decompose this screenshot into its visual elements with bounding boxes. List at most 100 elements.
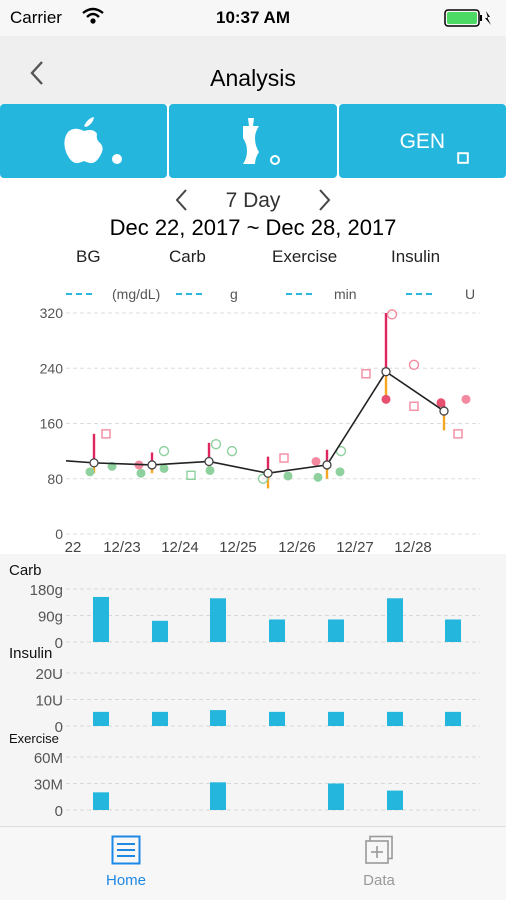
category-tabs: GEN	[0, 104, 506, 178]
bar	[152, 620, 168, 642]
daily-summary-charts: Carb Insulin Exercise 0 90g 180g 0 10U 20U 0 30…	[0, 554, 506, 826]
bg-average-point	[263, 468, 273, 478]
tab-general-label: GEN	[399, 130, 446, 153]
reading-marker	[136, 468, 146, 478]
page-title: Analysis	[210, 65, 296, 91]
list-icon	[111, 835, 141, 865]
bar	[269, 711, 285, 726]
y-tick-label: 320	[40, 305, 64, 321]
legend-insulin-swatch	[406, 293, 432, 295]
bar	[210, 598, 226, 642]
bg-line-chart: 0 80 160 240 320 22 12/23 12/24 12/25 12/26 12/27 1…	[40, 305, 480, 554]
legend-bg-unit: (mg/dL)	[112, 286, 161, 302]
bg-average-point	[147, 460, 157, 470]
legend-carb-unit: g	[230, 286, 238, 302]
y-tick-label: 20U	[35, 666, 63, 683]
bar	[210, 710, 226, 726]
bar	[387, 711, 403, 726]
period-selector: 7 Day	[0, 184, 506, 216]
status-bar: Carrier 10:37 AM	[0, 0, 506, 36]
navigation-bar: Analysis	[0, 36, 506, 104]
reading-marker	[381, 394, 391, 404]
bg-average-point	[322, 460, 332, 470]
reading-marker	[311, 456, 321, 466]
reading-marker	[408, 359, 420, 370]
bar	[93, 711, 109, 726]
y-tick-label: 10U	[35, 693, 63, 710]
y-tick-label: 160	[40, 416, 64, 432]
y-tick-label: 0	[55, 526, 63, 542]
x-tick-label: 12/23	[103, 539, 141, 554]
bar-charts: 0 90g 180g 0 10U 20U 0 30M 60M	[30, 582, 480, 820]
legend-carb-label: Carb	[169, 247, 206, 266]
bar	[328, 783, 344, 810]
reading-marker	[453, 429, 463, 439]
tab-data[interactable]: Data	[339, 835, 419, 889]
legend-carb-swatch	[176, 293, 202, 295]
bar	[328, 711, 344, 726]
bar	[152, 711, 168, 726]
bar	[93, 596, 109, 642]
reading-marker	[335, 467, 345, 477]
reading-marker	[226, 445, 238, 457]
x-tick-label: 22	[65, 539, 82, 554]
battery-icon	[444, 9, 491, 27]
apple-core-icon	[243, 118, 281, 165]
square-indicator-icon	[456, 152, 469, 164]
reading-marker	[210, 439, 222, 450]
add-data-icon	[365, 835, 393, 864]
x-tick-label: 12/25	[219, 539, 257, 554]
legend-bg-swatch	[66, 293, 92, 295]
bg-average-point	[381, 367, 391, 377]
reading-marker	[205, 465, 215, 475]
reading-marker	[85, 467, 95, 477]
back-chevron-icon[interactable]	[28, 60, 46, 86]
bg-average-point	[204, 456, 214, 467]
bar	[93, 792, 109, 810]
bg-average-point	[439, 406, 449, 416]
bar	[328, 619, 344, 642]
tab-eaten[interactable]	[169, 104, 337, 178]
reading-marker	[361, 369, 371, 379]
tab-home-label: Home	[105, 872, 146, 889]
bar	[269, 619, 285, 642]
y-tick-label: 0	[55, 719, 63, 736]
reading-marker	[101, 429, 111, 439]
tab-food[interactable]	[0, 104, 168, 178]
x-tick-label: 12/27	[336, 539, 374, 554]
clock: 10:37 AM	[215, 8, 290, 27]
bar	[387, 598, 403, 642]
insulin-chart-title: Insulin	[9, 645, 53, 662]
apple-icon	[64, 117, 122, 164]
reading-marker	[279, 453, 289, 463]
y-tick-label: 0	[55, 803, 63, 820]
x-tick-label: 12/28	[394, 539, 432, 554]
legend-exercise-unit: min	[334, 286, 357, 302]
legend-bg-label: BG	[76, 247, 101, 266]
tab-home[interactable]: Home	[86, 835, 166, 889]
reading-marker	[409, 401, 419, 411]
reading-marker	[436, 398, 446, 408]
legend-insulin-label: Insulin	[391, 247, 441, 266]
x-tick-label: 12/24	[161, 539, 199, 554]
tab-general[interactable]: GEN	[338, 104, 506, 178]
y-tick-label: 0	[55, 635, 63, 652]
period-label: 7 Day	[225, 189, 281, 212]
legend-exercise-label: Exercise	[272, 247, 338, 266]
date-range: Dec 22, 2017 ~ Dec 28, 2017	[109, 215, 397, 240]
carrier-label: Carrier	[10, 8, 62, 27]
reading-marker	[186, 470, 196, 480]
x-tick-label: 12/26	[278, 539, 316, 554]
next-period-icon[interactable]	[316, 188, 332, 212]
y-tick-label: 30M	[34, 777, 63, 794]
exercise-chart-title: Exercise	[9, 731, 59, 746]
bg-average-point	[89, 458, 99, 468]
reading-marker	[313, 472, 323, 482]
bottom-tab-bar: Home Data	[0, 826, 506, 900]
bar	[210, 782, 226, 810]
y-tick-label: 180g	[30, 582, 63, 599]
reading-marker	[283, 471, 293, 481]
previous-period-icon[interactable]	[174, 188, 190, 212]
reading-marker	[257, 473, 269, 484]
bar	[445, 711, 461, 726]
